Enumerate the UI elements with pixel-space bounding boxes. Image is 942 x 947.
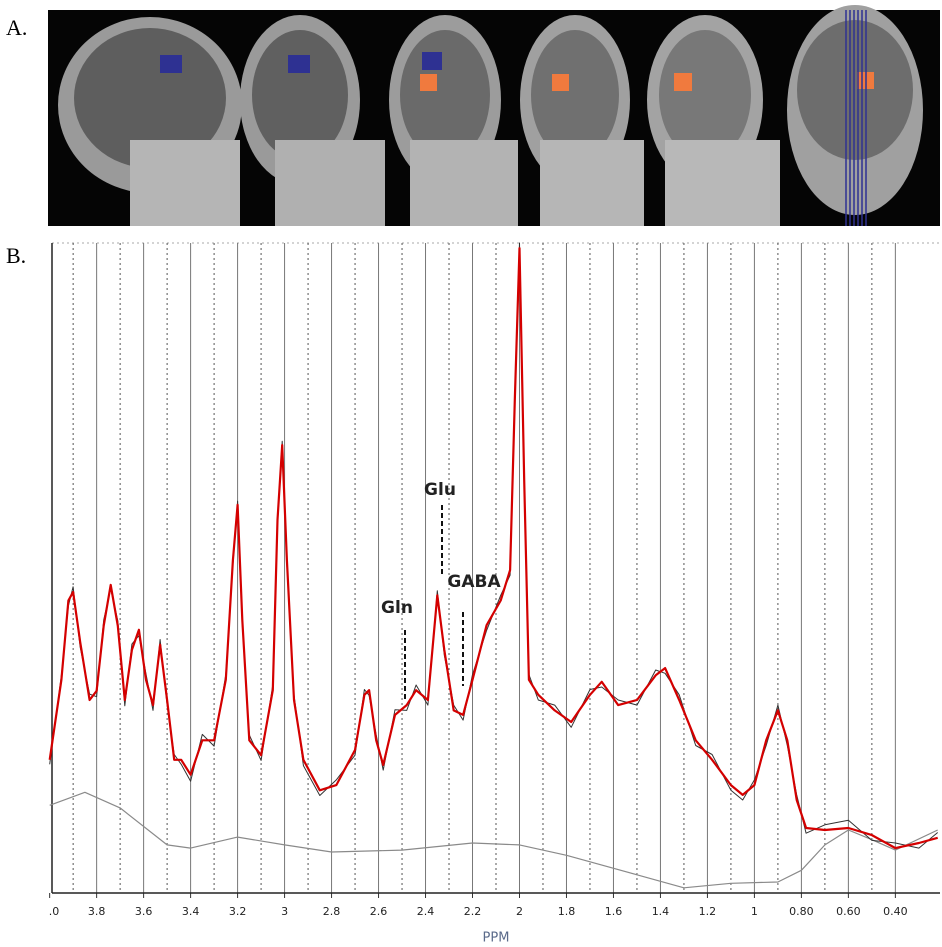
panel-label: B. [6, 243, 26, 268]
x-tick-label: 1.4 [652, 905, 670, 918]
x-tick-label: 2.8 [323, 905, 341, 918]
figure: A. B. [0, 0, 942, 947]
x-axis-label: PPM [483, 931, 510, 946]
x-tick-label: 1.2 [699, 905, 717, 918]
x-tick-label: 3.6 [135, 905, 153, 918]
spectrum-line [50, 243, 938, 848]
peak-annotation: Gln [381, 598, 413, 618]
x-tick-label: 3.2 [229, 905, 247, 918]
x-tick-label: 0.60 [836, 905, 861, 918]
x-tick-label: 2 [516, 905, 523, 918]
spectrum-line [50, 248, 938, 848]
peak-annotation: Glu [424, 480, 456, 500]
x-tick-label: 2.4 [417, 905, 435, 918]
x-tick-label: .0 [49, 905, 60, 918]
x-tick-label: 3.4 [182, 905, 200, 918]
peak-annotation: GABA [447, 572, 501, 592]
x-tick-label: 2.6 [370, 905, 388, 918]
x-tick-label: 3 [281, 905, 288, 918]
spectrum-plot: .0 3.8 3.6 3.4 3.2 3 2.8 2.6 2.4 2.2 2 1.8 1.6 1.4 1.2… [49, 243, 940, 946]
x-tick-label: 3.8 [88, 905, 106, 918]
spectrum-line [50, 792, 938, 888]
x-tick-label: 1 [751, 905, 758, 918]
x-tick-label: 2.2 [464, 905, 482, 918]
x-tick-label: 0.80 [789, 905, 814, 918]
x-tick-label: 0.40 [883, 905, 908, 918]
panel-label: A. [6, 15, 27, 40]
mri-images [48, 5, 940, 226]
x-tick-label: 1.6 [605, 905, 623, 918]
x-tick-label: 1.8 [558, 905, 576, 918]
